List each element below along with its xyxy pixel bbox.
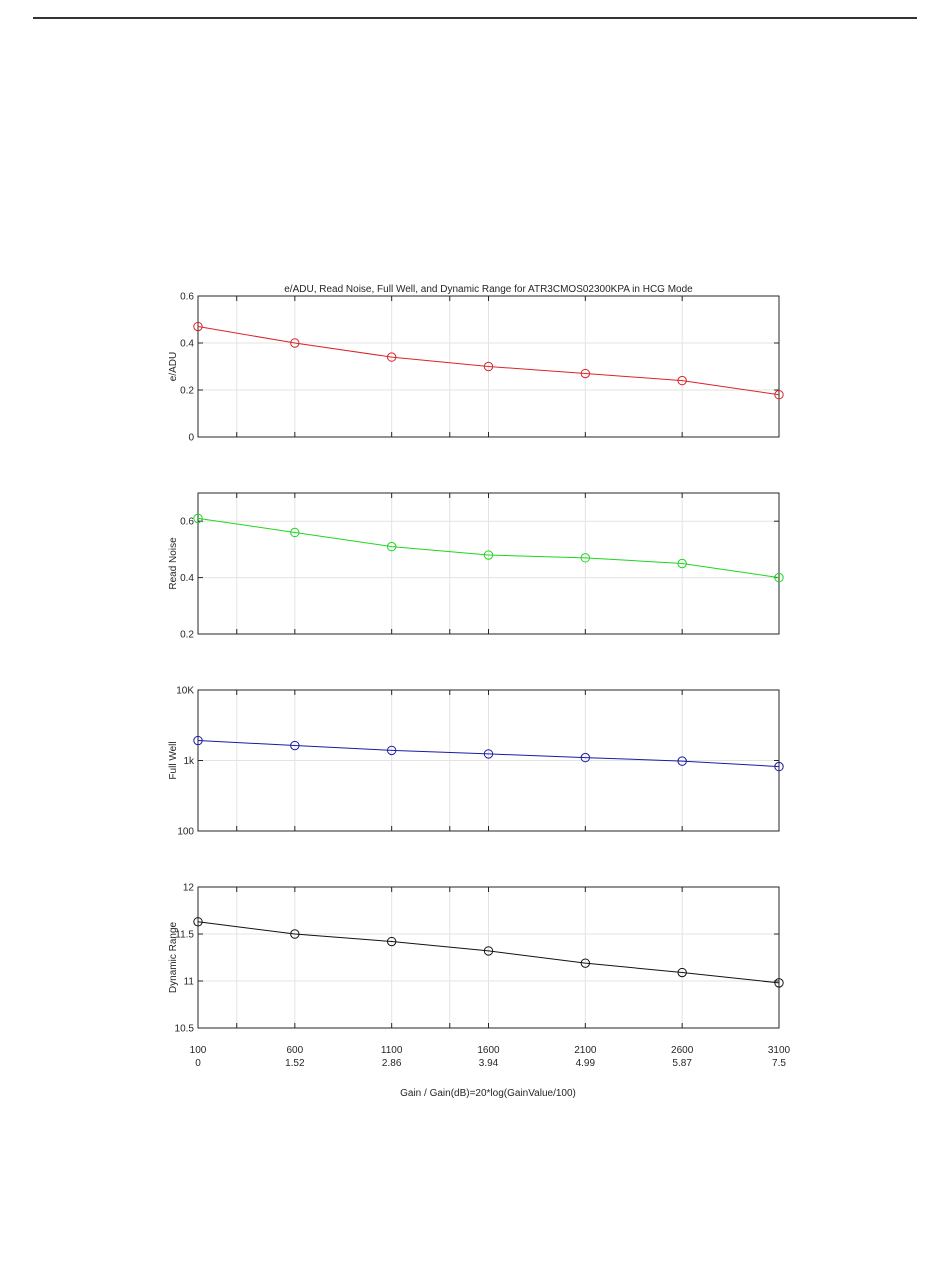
series-line-4 [197, 921, 780, 984]
y-tick-label: 100 [177, 827, 194, 838]
series-line-2 [197, 517, 780, 579]
data-point [580, 368, 591, 379]
y-tick-label: 0.4 [180, 339, 194, 350]
panel-3: 100 1k 10K Full Well [168, 686, 784, 838]
data-point [580, 752, 591, 763]
x-tick-label-db: 3.94 [479, 1058, 499, 1069]
series-line-1 [197, 326, 780, 396]
x-tick-label-gain: 1600 [477, 1045, 500, 1056]
data-point [386, 352, 397, 362]
data-point [677, 375, 687, 386]
panel-4: 10.5 11 11.5 12 Dynamic Range [168, 883, 784, 1035]
data-point [580, 958, 591, 968]
data-point [193, 735, 203, 746]
data-point [386, 745, 397, 756]
data-point [483, 361, 494, 372]
y-axis-label: Full Well [168, 741, 179, 779]
y-tick-label: 10.5 [175, 1024, 195, 1035]
data-point [677, 756, 687, 766]
x-tick-label-gain: 100 [190, 1045, 207, 1056]
y-tick-label: 11.5 [175, 930, 194, 941]
y-axis-label: e/ADU [168, 352, 179, 381]
data-point [386, 936, 397, 947]
x-tick-label-gain: 1100 [381, 1045, 403, 1056]
data-point [193, 917, 203, 927]
data-point [774, 761, 784, 772]
y-tick-label: 11 [184, 977, 195, 988]
x-tick-label-gain: 2100 [574, 1045, 597, 1056]
data-point [193, 321, 203, 332]
top-rule [33, 17, 917, 19]
y-axis-label: Read Noise [168, 537, 179, 590]
data-point [774, 572, 784, 583]
y-axis-label: Dynamic Range [168, 921, 179, 993]
data-point [580, 553, 591, 563]
y-tick-label: 1k [183, 756, 195, 767]
y-tick-label: 0.6 [180, 517, 194, 528]
data-point [677, 967, 687, 978]
x-tick-label-gain: 3100 [768, 1045, 791, 1056]
data-point [483, 749, 494, 759]
data-point [290, 740, 300, 751]
data-point [290, 527, 300, 538]
x-tick-label-gain: 2600 [671, 1045, 694, 1056]
data-point [483, 946, 494, 956]
x-axis-label: Gain / Gain(dB)=20*log(GainValue/100) [400, 1088, 576, 1099]
y-tick-label: 0.2 [180, 386, 194, 397]
y-tick-label: 12 [183, 883, 195, 894]
x-tick-label-db: 0 [195, 1058, 201, 1069]
y-tick-label: 0 [188, 433, 194, 444]
x-tick-label-db: 2.86 [382, 1058, 402, 1069]
data-point [290, 929, 300, 939]
data-point [677, 558, 687, 569]
data-point [386, 541, 397, 552]
series-line-3 [197, 740, 780, 768]
x-tick-label-db: 4.99 [576, 1058, 596, 1069]
x-tick-label-gain: 600 [286, 1045, 303, 1056]
chart-title: e/ADU, Read Noise, Full Well, and Dynami… [284, 284, 693, 295]
x-tick-label-db: 5.87 [672, 1058, 692, 1069]
y-tick-label: 0.2 [180, 630, 194, 641]
y-tick-label: 0.4 [180, 573, 194, 584]
data-point [774, 978, 784, 988]
panel-1: 0 0.2 0.4 0.6 e/ADU [168, 292, 784, 444]
x-tick-label-db: 7.5 [772, 1058, 786, 1069]
data-point [193, 513, 203, 524]
data-point [774, 390, 784, 400]
x-tick-label-db: 1.52 [285, 1058, 305, 1069]
data-point [290, 338, 300, 348]
y-tick-label: 10K [176, 686, 194, 697]
data-point [483, 550, 494, 560]
y-tick-label: 0.6 [180, 292, 194, 303]
